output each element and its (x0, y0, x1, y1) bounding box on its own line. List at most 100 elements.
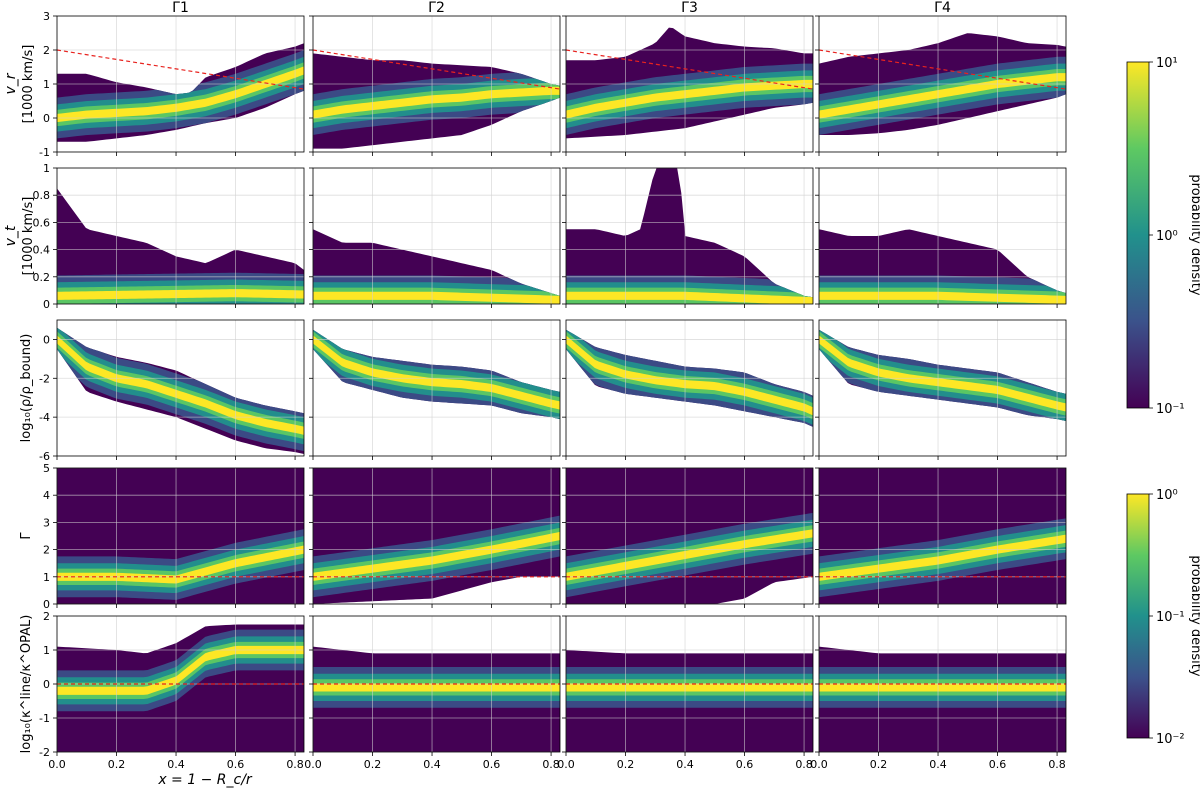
y-tick-label: 1 (43, 644, 50, 657)
y-tick-label: 0.2 (33, 271, 51, 284)
x-tick-label: 0.8 (542, 758, 560, 771)
panel-r4-c0: -2 -1 0 1 2 0.0 0.2 0.4 0.6 0.8 (39, 610, 305, 771)
x-tick-label: 0.4 (929, 758, 947, 771)
y-tick-label: 2 (43, 44, 50, 57)
column-title: Γ2 (428, 0, 445, 16)
colorbar-tick-label: 10¹ (1156, 56, 1178, 71)
x-tick-label: 0.4 (676, 758, 694, 771)
density-band-2 (57, 641, 304, 699)
x-tick-label: 0.6 (227, 758, 245, 771)
panel-r3-c0: 0 1 2 3 4 5 (43, 462, 305, 611)
panel-plot-area (566, 468, 813, 604)
y-tick-label: -1 (39, 712, 50, 725)
x-tick-label: 0.6 (989, 758, 1007, 771)
panel-r1-c1 (309, 167, 561, 308)
colorbar-gradient (1126, 61, 1150, 409)
x-tick-label: 0.4 (423, 758, 441, 771)
x-tick-label: 0.8 (795, 758, 813, 771)
panel-r3-c3 (815, 467, 1067, 608)
density-band-3 (819, 683, 1066, 692)
y-tick-label: 0.4 (33, 244, 51, 257)
y-tick-label: 3 (43, 516, 50, 529)
y-tick-label: 2 (43, 610, 50, 623)
density-band-3 (313, 683, 560, 692)
panel-r1-c3 (815, 167, 1067, 308)
panel-plot-area (566, 320, 813, 456)
density-band-3 (313, 86, 560, 119)
y-axis-label: log₁₀(ρ/ρ_bound) (19, 334, 34, 443)
density-band-3 (566, 79, 813, 119)
y-tick-label: 3 (43, 10, 50, 23)
x-axis-label: x = 1 − R_c/r (157, 772, 253, 788)
y-axis-unit-label: [1000 km/s] (21, 45, 36, 124)
panel-r0-c2 (562, 15, 814, 156)
panel-r0-c0: -1 0 1 2 3 (39, 10, 305, 159)
y-tick-label: 0 (43, 298, 50, 311)
panel-plot-area (313, 168, 560, 304)
y-tick-label: 5 (43, 462, 50, 475)
colorbar-tick-label: 10⁰ (1156, 488, 1178, 503)
x-tick-label: 0.2 (617, 758, 635, 771)
panel-r2-c2 (562, 319, 814, 460)
colorbar-gradient (1126, 493, 1150, 739)
panel-frame (56, 467, 305, 605)
panel-r4-c3: 0.0 0.2 0.4 0.6 0.8 (810, 615, 1067, 771)
y-tick-label: -2 (39, 372, 50, 385)
density-band-3 (819, 335, 1066, 412)
panel-plot-area (313, 616, 560, 752)
x-tick-label: 0.0 (557, 758, 575, 771)
y-axis-label: v_t (3, 225, 19, 246)
panel-r4-c1: 0.0 0.2 0.4 0.6 0.8 (304, 615, 561, 771)
density-envelope (566, 168, 813, 304)
panel-frame (56, 167, 305, 305)
y-axis-unit-label: [1000 km/s] (21, 197, 36, 276)
y-tick-label: -1 (39, 146, 50, 159)
panel-r0-c3 (815, 15, 1067, 156)
panel-frame (818, 319, 1067, 457)
x-tick-label: 0.2 (108, 758, 126, 771)
panel-frame (312, 319, 561, 457)
density-band-3 (57, 335, 304, 435)
colorbar-tick-label: 10⁰ (1156, 229, 1178, 244)
density-band-3 (57, 545, 304, 584)
colorbar-top: 10¹ 10⁰ 10⁻¹ probability density (1126, 56, 1200, 417)
panel-frame (312, 467, 561, 605)
y-tick-label: 0 (43, 678, 50, 691)
panel-frame (565, 319, 814, 457)
panel-r2-c3 (815, 319, 1067, 460)
panel-plot-area (313, 16, 560, 152)
x-tick-label: 0.0 (48, 758, 66, 771)
x-tick-label: 0.8 (1048, 758, 1066, 771)
panel-r0-c1 (309, 15, 561, 156)
density-band-3 (313, 335, 560, 410)
density-band-2 (57, 331, 304, 439)
density-band-3 (819, 291, 1066, 304)
labels-layer: v_r [1000 km/s]v_t [1000 km/s]log₁₀(ρ/ρ_bo… (3, 0, 951, 788)
y-tick-label: 1 (43, 162, 50, 175)
y-axis-label: Γ (19, 532, 34, 540)
colorbar-label: probability density (1188, 174, 1200, 295)
panel-r1-c0: 0 0.2 0.4 0.6 0.8 1 (33, 162, 305, 311)
panel-plot-area (819, 468, 1066, 604)
y-tick-label: 4 (43, 489, 50, 502)
colorbar-bottom: 10⁰ 10⁻¹ 10⁻² probability density (1126, 488, 1200, 747)
y-axis-label: log₁₀(κ^line/κ^OPAL) (19, 615, 34, 754)
panel-plot-area (819, 320, 1066, 456)
y-tick-label: -6 (39, 450, 50, 463)
panel-plot-area (57, 468, 304, 604)
panel-plot-area (566, 16, 813, 152)
colorbar-label: probability density (1188, 555, 1200, 676)
y-tick-label: -2 (39, 746, 50, 759)
x-tick-label: 0.2 (364, 758, 382, 771)
colorbar-tick-label: 10⁻¹ (1156, 610, 1185, 625)
density-band-3 (819, 534, 1066, 581)
panel-plot-area (819, 616, 1066, 752)
panel-frame (565, 467, 814, 605)
panel-r3-c2 (562, 467, 814, 608)
y-tick-label: 2 (43, 544, 50, 557)
column-title: Γ3 (681, 0, 698, 16)
panel-frame (56, 319, 305, 457)
panel-r2-c1 (309, 319, 561, 460)
